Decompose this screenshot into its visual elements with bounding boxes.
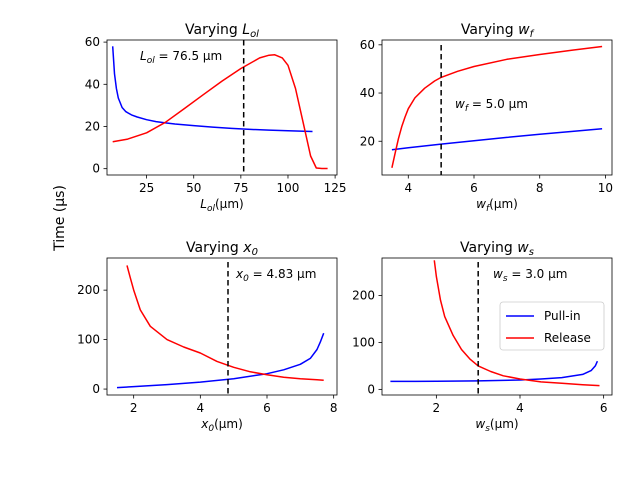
title-variable: L (242, 22, 250, 38)
x-axis-label: Lol(μm) (200, 197, 243, 214)
x-label-subscript: 0 (208, 424, 214, 434)
x-tick-label: 6 (600, 401, 608, 415)
series-line-release (126, 265, 324, 381)
x-tick-label: 6 (470, 181, 478, 195)
y-tick-label: 40 (360, 86, 375, 100)
x-label-variable: L (200, 197, 207, 211)
title-text: Varying (186, 240, 243, 256)
x-tick-label: 2 (130, 401, 138, 415)
y-tick-label: 100 (77, 333, 100, 347)
x-tick-label: 4 (197, 401, 205, 415)
x-tick-label: 2 (433, 401, 441, 415)
x-label-unit: (μm) (489, 197, 518, 211)
x-tick-label: 10 (598, 181, 613, 195)
annotation-value: = 5.0 μm (468, 97, 528, 111)
x-tick-label: 75 (233, 181, 248, 195)
y-tick-label: 40 (85, 77, 100, 91)
title-text: Varying (460, 240, 517, 256)
annotation-subscript: f (465, 104, 470, 114)
x-label-variable: x (200, 417, 209, 431)
title-subscript: f (530, 29, 535, 40)
title-subscript: ol (250, 29, 259, 40)
y-tick-label: 0 (92, 382, 100, 396)
x-label-unit: (μm) (490, 417, 519, 431)
x-tick-label: 50 (186, 181, 201, 195)
figure-y-axis-label: Time (μs) (52, 185, 68, 252)
title-text: Varying (461, 22, 518, 38)
annotation-variable: w (455, 97, 465, 111)
y-tick-label: 0 (367, 382, 375, 396)
x-axis-label: ws(μm) (475, 417, 518, 434)
annotation-value: = 76.5 μm (155, 49, 223, 63)
axes-frame (381, 257, 613, 396)
y-tick-label: 0 (92, 162, 100, 176)
annotation-variable: w (493, 267, 503, 281)
x-axis-label: wf(μm) (476, 197, 518, 214)
axes-frame (106, 257, 338, 396)
series-line-pull-in (391, 127, 603, 151)
legend-entry: Release (544, 331, 591, 345)
series-line-pull-in (390, 360, 599, 383)
x-label-unit: (μm) (215, 197, 244, 211)
subplot-title: Varying Lol (185, 22, 259, 40)
annotation-subscript: s (503, 274, 508, 284)
legend-entry: Pull-in (544, 309, 581, 323)
x-tick-label: 8 (330, 401, 338, 415)
axes-frame (106, 39, 338, 176)
series-line-pull-in (111, 46, 313, 133)
annotation-variable: L (140, 49, 147, 63)
title-subscript: s (529, 247, 534, 258)
y-tick-label: 20 (85, 119, 100, 133)
y-tick-label: 60 (360, 38, 375, 52)
series-line-release (391, 45, 603, 168)
y-tick-label: 60 (85, 35, 100, 49)
x-label-variable: w (476, 197, 486, 211)
annotation-subscript: 0 (243, 274, 249, 284)
y-tick-label: 200 (77, 283, 100, 297)
axes-frame (381, 39, 613, 176)
x-label-subscript: f (486, 204, 491, 214)
annotation-value: = 3.0 μm (508, 267, 568, 281)
x-tick-label: 4 (516, 401, 524, 415)
title-variable: w (517, 240, 529, 256)
title-variable: x (242, 240, 252, 256)
title-subscript: 0 (252, 247, 258, 258)
x-tick-label: 100 (277, 181, 300, 195)
value-annotation: x0 = 4.83 μm (235, 267, 316, 284)
x-tick-label: 6 (263, 401, 271, 415)
x-label-unit: (μm) (214, 417, 243, 431)
subplot-title: Varying x0 (186, 240, 258, 258)
x-axis-label: x0(μm) (200, 417, 243, 434)
title-variable: w (518, 22, 530, 38)
annotation-value: = 4.83 μm (249, 267, 317, 281)
legend: Pull-in Release (499, 301, 605, 351)
value-annotation: wf = 5.0 μm (455, 97, 528, 114)
x-label-variable: w (475, 417, 485, 431)
series-line-pull-in (116, 332, 325, 389)
title-text: Varying (185, 22, 242, 38)
y-tick-label: 100 (352, 335, 375, 349)
x-label-subscript: ol (207, 204, 216, 214)
subplot-title: Varying ws (460, 240, 534, 258)
annotation-variable: x (235, 267, 244, 281)
x-tick-label: 4 (404, 181, 412, 195)
x-tick-label: 25 (139, 181, 154, 195)
value-annotation: ws = 3.0 μm (493, 267, 567, 284)
value-annotation: Lol = 76.5 μm (140, 49, 222, 66)
y-tick-label: 20 (360, 134, 375, 148)
x-tick-label: 125 (324, 181, 347, 195)
subplot-title: Varying wf (461, 22, 535, 40)
y-tick-label: 200 (352, 289, 375, 303)
series-line-release (112, 54, 328, 170)
annotation-subscript: ol (147, 56, 156, 66)
x-tick-label: 8 (536, 181, 544, 195)
x-label-subscript: s (485, 424, 490, 434)
